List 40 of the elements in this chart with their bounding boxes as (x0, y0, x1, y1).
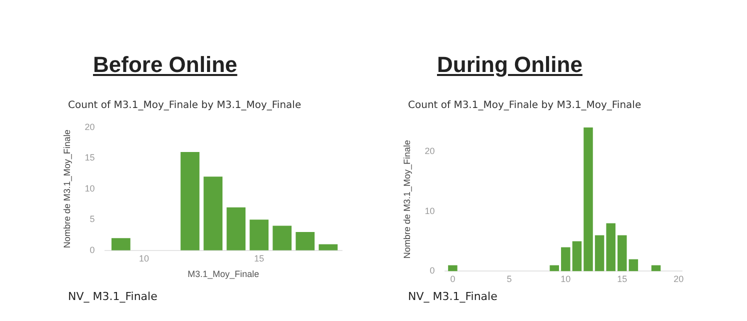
bar (296, 232, 315, 250)
x-tick-label: 0 (450, 274, 456, 284)
x-tick-label: 10 (560, 274, 571, 284)
bar (550, 265, 559, 272)
y-tick-label: 10 (424, 206, 435, 216)
bar (584, 127, 593, 272)
y-tick-label: 0 (430, 266, 435, 276)
y-axis-title: Nombre de M3.1_Moy_Finale (402, 140, 412, 259)
text: NV_ M3.1_Finale (408, 290, 498, 303)
x-tick-label: 15 (617, 274, 628, 284)
bar (651, 265, 661, 272)
bar (318, 244, 338, 250)
bar (250, 220, 269, 250)
bar (561, 247, 570, 272)
bar (204, 176, 222, 250)
chart-subtitle: Count of M3.1_Moy_Finale by M3.1_Moy_Finale (68, 100, 302, 111)
bar (448, 265, 458, 272)
y-tick-label: 0 (90, 244, 95, 255)
chart-title: During Online (437, 52, 582, 78)
y-tick-label: 20 (424, 146, 435, 156)
y-tick-label: 15 (84, 152, 95, 163)
bar (606, 223, 616, 272)
bar (272, 226, 292, 250)
y-tick-label: 20 (84, 122, 95, 132)
bar (618, 235, 627, 272)
y-tick-label: 5 (90, 214, 95, 224)
x-tick-label: 5 (506, 274, 512, 284)
y-axis-title: Nombre de M3.1_Moy_Finale (62, 130, 72, 248)
x-axis-title: M3.1_Moy_Finale (188, 269, 260, 280)
bar (628, 259, 638, 272)
bar (594, 235, 604, 272)
chart-subtitle: Count of M3.1_Moy_Finale by M3.1_Moy_Finale (408, 100, 642, 111)
y-tick-label: 10 (84, 183, 95, 194)
bar (226, 207, 246, 250)
x-tick-label: 20 (674, 274, 684, 284)
bar (180, 152, 200, 250)
text: NV_ M3.1_Finale (68, 290, 158, 303)
chart-title: Before Online (93, 52, 238, 78)
bar (111, 238, 130, 250)
bar (572, 241, 582, 272)
